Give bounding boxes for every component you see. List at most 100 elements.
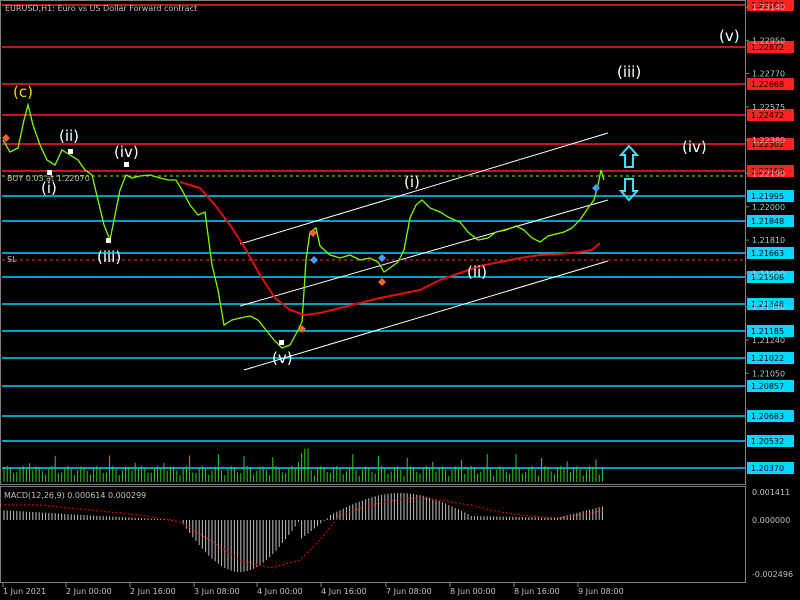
macd-axis-label: 0.000000 xyxy=(752,516,790,525)
wave-label-v-bottom: (v) xyxy=(272,349,293,367)
level-price-value: 1.20683 xyxy=(751,412,784,421)
price-axis-label: 1.21050 xyxy=(752,369,785,378)
channel-upper-line[interactable] xyxy=(239,132,609,245)
trade-markers xyxy=(2,134,600,345)
level-price-tag xyxy=(747,435,794,447)
channel-middle-line[interactable] xyxy=(239,199,609,307)
level-price-value: 1.21848 xyxy=(751,217,784,226)
level-price-tag xyxy=(747,138,794,150)
moving-average-line xyxy=(179,181,601,317)
level-price-value: 1.22872 xyxy=(751,43,784,52)
level-price-tag xyxy=(747,352,794,364)
chart-title: EURUSD,H1: Euro vs US Dollar Forward con… xyxy=(5,4,197,13)
pivot-marker xyxy=(47,170,52,175)
price-axis-label: 1.22380 xyxy=(752,136,785,145)
pivot-marker xyxy=(68,149,73,154)
time-axis-label: 2 Jun 16:00 xyxy=(130,587,176,596)
level-price-value: 1.22472 xyxy=(751,111,784,120)
wave-label-iii-right: (iii) xyxy=(617,63,641,81)
buy-marker xyxy=(592,184,600,192)
price-axis-label: 1.22190 xyxy=(752,170,785,179)
macd-axis-label: -0.002496 xyxy=(752,570,793,579)
level-price-tag xyxy=(747,190,794,202)
price-axis-label: 1.22950 xyxy=(752,36,785,45)
level-price-value: 1.21508 xyxy=(751,273,784,282)
level-price-value: 1.21348 xyxy=(751,300,784,309)
level-price-value: 1.23103 xyxy=(751,1,784,10)
wave-label-i-left: (i) xyxy=(41,179,57,197)
sell-marker xyxy=(298,325,306,333)
price-axis-label: 1.21240 xyxy=(752,336,785,345)
macd-histogram xyxy=(3,493,603,572)
level-price-value: 1.21022 xyxy=(751,354,784,363)
level-price-tag xyxy=(747,462,794,474)
level-price-tag xyxy=(747,165,794,177)
level-price-value: 1.22302 xyxy=(751,140,784,149)
arrow-up-icon[interactable] xyxy=(618,144,640,168)
price-axis-label: 1.22770 xyxy=(752,70,785,79)
macd-panel-frame xyxy=(0,486,746,583)
wave-label-c: (c) xyxy=(13,83,33,101)
wave-label-iv-right: (iv) xyxy=(682,138,707,156)
level-price-tag xyxy=(747,271,794,283)
wave-label-i-mid: (i) xyxy=(404,173,420,191)
buy-order-label: BUY 0.03 at 1.22070 xyxy=(7,174,90,183)
level-price-tag xyxy=(747,380,794,392)
sell-marker xyxy=(309,229,317,237)
level-price-tag xyxy=(747,41,794,53)
level-price-value: 1.21185 xyxy=(751,327,784,336)
time-axis-label: 4 Jun 16:00 xyxy=(321,587,367,596)
wave-label-ii-mid: (ii) xyxy=(467,263,487,281)
time-axis-label: 8 Jun 16:00 xyxy=(514,587,560,596)
level-price-value: 1.21663 xyxy=(751,249,784,258)
macd-axis-label: 0.001411 xyxy=(752,488,790,497)
sell-marker xyxy=(2,134,10,142)
level-price-value: 1.20857 xyxy=(751,382,784,391)
time-axis-label: 3 Jun 08:00 xyxy=(194,587,240,596)
price-candles xyxy=(2,102,605,349)
pivot-marker xyxy=(279,340,284,345)
wave-label-ii-left: (ii) xyxy=(59,127,79,145)
level-price-tag xyxy=(747,109,794,121)
wave-label-iii-left: (iii) xyxy=(97,248,121,266)
trend-channel[interactable] xyxy=(239,132,609,371)
level-price-value: 1.21995 xyxy=(751,192,784,201)
pivot-marker xyxy=(106,238,111,243)
macd-signal-line xyxy=(4,497,605,569)
level-price-tag xyxy=(747,298,794,310)
time-axis-label: 2 Jun 00:00 xyxy=(66,587,112,596)
time-axis-label: 8 Jun 00:00 xyxy=(450,587,496,596)
main-chart-frame xyxy=(0,0,746,485)
price-axis-label: 1.22000 xyxy=(752,203,785,212)
buy-marker xyxy=(310,256,318,264)
wave-label-v-right: (v) xyxy=(719,27,740,45)
horizontal-levels: 1.23103 1.22872 1.22668 1.22472 1.22302 1.221… xyxy=(2,0,794,474)
level-price-tag xyxy=(747,325,794,337)
level-price-value: 1.22668 xyxy=(751,80,784,89)
time-axis: 1 Jun 2021 2 Jun 00:00 2 Jun 16:00 3 Jun 08… xyxy=(2,583,624,596)
time-axis-label: 9 Jun 08:00 xyxy=(578,587,624,596)
level-price-tag xyxy=(747,0,794,11)
level-price-value: 1.20532 xyxy=(751,437,784,446)
pivot-marker xyxy=(124,162,129,167)
time-axis-label: 7 Jun 08:00 xyxy=(386,587,432,596)
wave-label-iv-left: (iv) xyxy=(114,143,139,161)
channel-lower-line[interactable] xyxy=(243,260,609,371)
buy-marker xyxy=(378,254,386,262)
price-axis-label: 1.21430 xyxy=(752,303,785,312)
level-price-tag xyxy=(747,215,794,227)
macd-axis: 0.001411 0.000000 -0.002496 xyxy=(752,488,793,579)
level-price-value: 1.20370 xyxy=(751,464,784,473)
time-axis-label: 1 Jun 2021 xyxy=(3,587,46,596)
arrow-down-icon[interactable] xyxy=(618,178,640,202)
level-price-tag xyxy=(747,78,794,90)
level-price-tag xyxy=(747,247,794,259)
time-axis-label: 4 Jun 00:00 xyxy=(257,587,303,596)
sell-marker xyxy=(378,278,386,286)
price-axis-label: 1.21810 xyxy=(752,236,785,245)
macd-indicator-label: MACD(12,26,9) 0.000614 0.000299 xyxy=(4,491,146,500)
volume-bars xyxy=(3,448,603,482)
price-axis: 1.23140 1.22950 1.22770 1.22575 1.22380 1.221… xyxy=(745,3,785,378)
price-axis-label: 1.21620 xyxy=(752,269,785,278)
